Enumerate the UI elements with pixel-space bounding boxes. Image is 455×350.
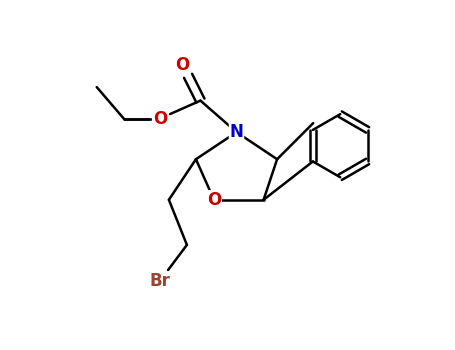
Text: Br: Br — [149, 272, 170, 290]
Text: O: O — [207, 191, 221, 209]
Text: O: O — [175, 56, 190, 74]
Text: O: O — [153, 110, 167, 128]
Text: N: N — [230, 123, 243, 141]
